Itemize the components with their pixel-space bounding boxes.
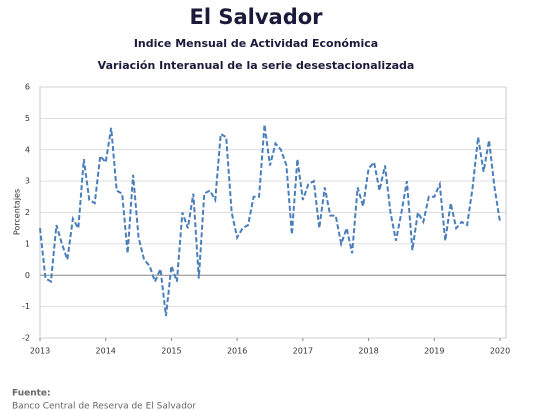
y-tick-label: -1 (22, 302, 30, 311)
y-tick-label: -2 (22, 334, 30, 343)
x-tick-label: 2017 (293, 347, 313, 356)
x-tick-label: 2016 (227, 347, 247, 356)
x-tick-label: 2019 (424, 347, 444, 356)
chart-subtitle: Indice Mensual de Actividad Económica (134, 37, 378, 50)
y-tick-label: 5 (25, 114, 30, 123)
y-tick-label: 0 (25, 271, 30, 280)
y-axis-label: Porcentajes (13, 189, 22, 235)
data-line (39, 124, 501, 317)
y-tick-label: 4 (25, 145, 30, 154)
y-tick-label: 2 (25, 208, 30, 217)
x-tick-label: 2018 (358, 347, 378, 356)
y-tick-label: 6 (25, 83, 30, 92)
chart-subtitle: Variación Interanual de la serie desesta… (98, 59, 415, 72)
y-tick-label: 3 (25, 177, 30, 186)
y-tick-label: 1 (25, 239, 30, 248)
x-tick-label: 2013 (30, 347, 50, 356)
x-tick-label: 2015 (161, 347, 181, 356)
x-tick-label: 2014 (96, 347, 116, 356)
x-tick-label: 2020 (490, 347, 510, 356)
footer-label: Fuente: (12, 389, 51, 399)
chart-title: El Salvador (189, 5, 323, 29)
footer-text: Banco Central de Reserva de El Salvador (12, 402, 196, 410)
